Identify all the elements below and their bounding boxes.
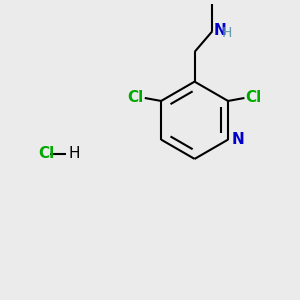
Text: N: N <box>214 23 226 38</box>
Text: Cl: Cl <box>128 91 144 106</box>
Text: Cl: Cl <box>38 146 55 161</box>
Text: H: H <box>222 26 232 40</box>
Text: H: H <box>68 146 80 161</box>
Text: N: N <box>232 132 244 147</box>
Text: Cl: Cl <box>245 91 262 106</box>
